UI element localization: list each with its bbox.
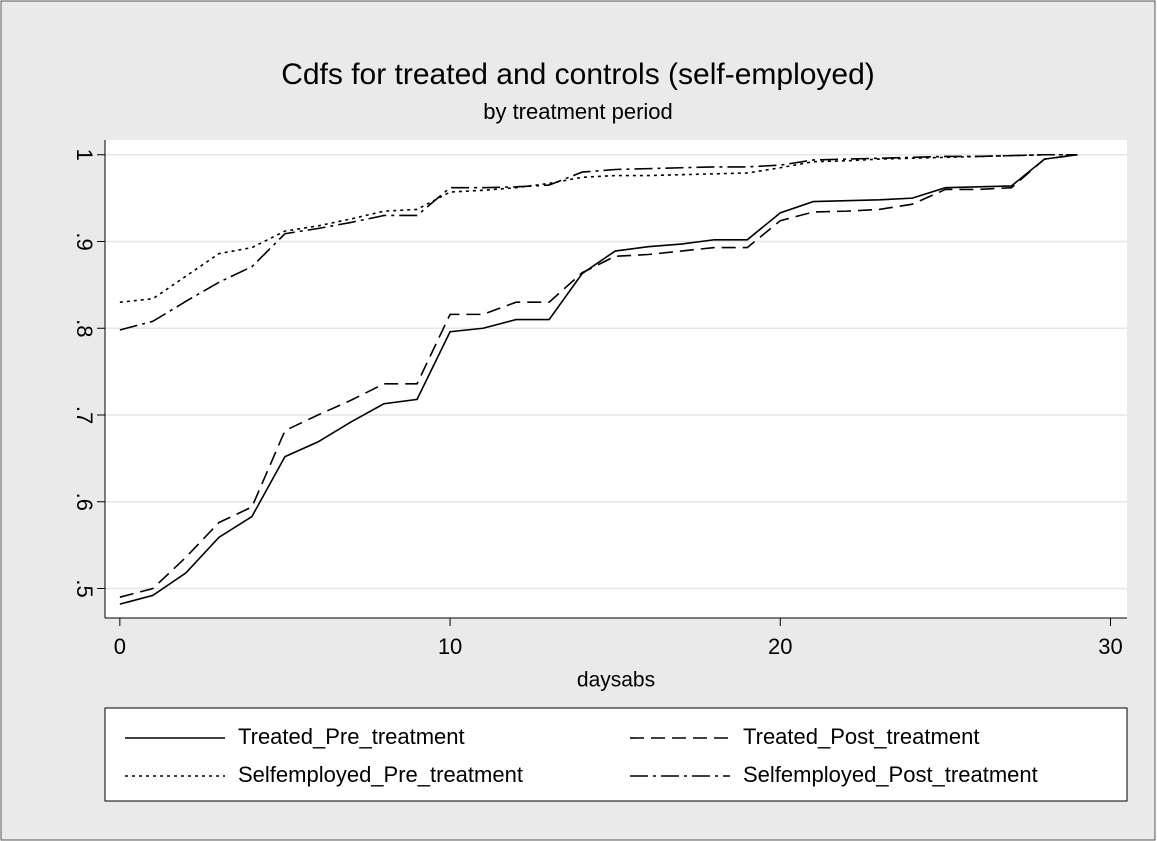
x-tick-label: 10 <box>438 634 462 659</box>
series-line <box>119 153 1078 598</box>
x-tick-label: 20 <box>768 634 792 659</box>
y-tick-label: .5 <box>72 579 97 597</box>
legend-label: Selfemployed_Post_treatment <box>743 762 1038 787</box>
legend-label: Treated_Post_treatment <box>743 724 979 749</box>
x-tick-label: 0 <box>114 634 126 659</box>
chart-title: Cdfs for treated and controls (self-empl… <box>281 58 875 91</box>
legend-label: Selfemployed_Pre_treatment <box>238 762 523 787</box>
series-line <box>119 153 1078 331</box>
y-tick-label: .9 <box>72 232 97 250</box>
series-line <box>119 153 1078 605</box>
y-tick-label: .7 <box>72 406 97 424</box>
y-tick-label: .6 <box>72 493 97 511</box>
y-tick-label: .8 <box>72 319 97 337</box>
plot-region <box>105 140 1127 618</box>
legend-box <box>104 707 1128 802</box>
x-axis-label: daysabs <box>577 669 655 692</box>
chart-subtitle: by treatment period <box>483 99 673 124</box>
x-tick-label: 30 <box>1098 634 1122 659</box>
legend-label: Treated_Pre_treatment <box>238 724 465 749</box>
y-tick-label: 1 <box>72 149 97 161</box>
series-line <box>119 153 1078 304</box>
